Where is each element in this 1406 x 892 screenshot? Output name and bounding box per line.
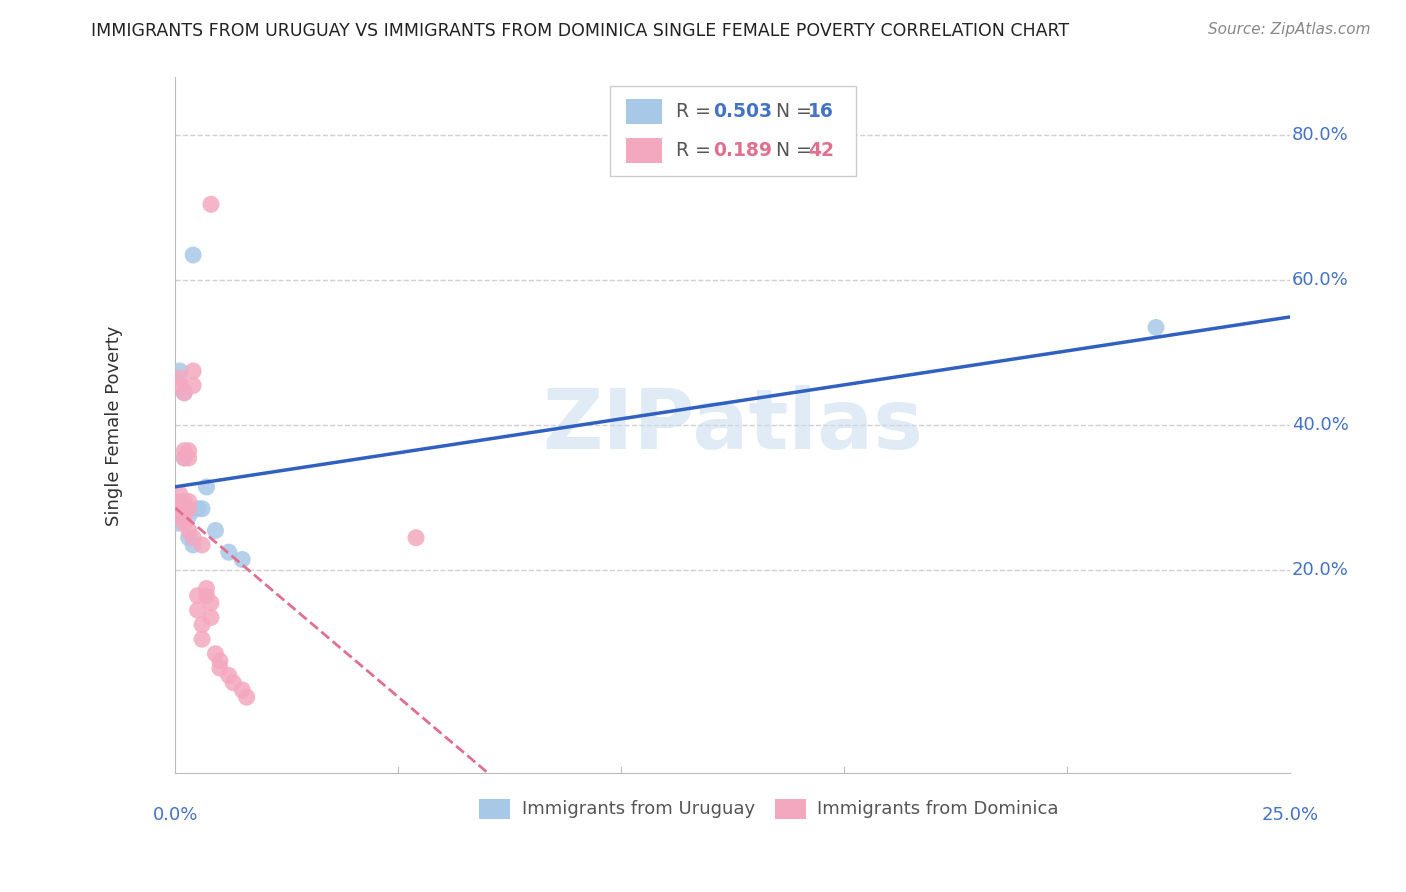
Point xyxy=(208,661,231,675)
Text: N =: N = xyxy=(765,141,818,160)
Point xyxy=(1144,320,1167,334)
Text: ZIPatlas: ZIPatlas xyxy=(543,384,924,466)
Point xyxy=(231,552,253,566)
Text: 80.0%: 80.0% xyxy=(1292,127,1348,145)
Point xyxy=(173,501,195,516)
Point xyxy=(177,531,200,545)
Point xyxy=(195,582,218,596)
Point xyxy=(200,610,222,624)
Point xyxy=(177,501,200,516)
Point xyxy=(169,508,191,523)
Point xyxy=(191,501,214,516)
Point xyxy=(169,508,191,523)
Point xyxy=(181,364,204,378)
Text: Immigrants from Uruguay: Immigrants from Uruguay xyxy=(522,800,755,818)
Point xyxy=(218,668,240,682)
Point xyxy=(173,494,195,508)
Text: IMMIGRANTS FROM URUGUAY VS IMMIGRANTS FROM DOMINICA SINGLE FEMALE POVERTY CORREL: IMMIGRANTS FROM URUGUAY VS IMMIGRANTS FR… xyxy=(91,22,1070,40)
Point xyxy=(191,538,214,552)
Text: 42: 42 xyxy=(808,141,834,160)
Point xyxy=(173,385,195,400)
Text: R =: R = xyxy=(676,102,717,120)
Text: 0.189: 0.189 xyxy=(714,141,772,160)
Point xyxy=(169,508,191,523)
Point xyxy=(181,531,204,545)
Point xyxy=(177,524,200,538)
Point xyxy=(181,248,204,262)
Point xyxy=(177,508,200,523)
Point xyxy=(169,494,191,508)
Point xyxy=(177,450,200,465)
Text: Single Female Poverty: Single Female Poverty xyxy=(105,326,124,525)
Point xyxy=(173,508,195,523)
Point xyxy=(169,364,191,378)
Point xyxy=(165,501,187,516)
Point xyxy=(235,690,257,705)
Text: 0.503: 0.503 xyxy=(714,102,773,120)
Point xyxy=(195,589,218,603)
Point xyxy=(173,450,195,465)
Point xyxy=(200,197,222,211)
Point xyxy=(173,385,195,400)
Point xyxy=(405,531,427,545)
Text: 16: 16 xyxy=(808,102,834,120)
Text: 0.0%: 0.0% xyxy=(153,805,198,824)
Point xyxy=(191,617,214,632)
Point xyxy=(169,501,191,516)
Point xyxy=(231,682,253,697)
Point xyxy=(208,654,231,668)
Text: R =: R = xyxy=(676,141,723,160)
Point xyxy=(169,487,191,501)
Point xyxy=(187,603,209,617)
Point xyxy=(187,501,209,516)
Point xyxy=(166,516,188,531)
Point xyxy=(181,538,204,552)
Point xyxy=(169,378,191,392)
Text: Source: ZipAtlas.com: Source: ZipAtlas.com xyxy=(1208,22,1371,37)
Point xyxy=(200,596,222,610)
Text: 60.0%: 60.0% xyxy=(1292,271,1348,289)
Point xyxy=(177,443,200,458)
Point xyxy=(181,378,204,392)
Point xyxy=(173,516,195,531)
Text: N =: N = xyxy=(765,102,818,120)
Point xyxy=(191,632,214,647)
Point xyxy=(187,589,209,603)
Point xyxy=(204,524,226,538)
Text: Immigrants from Dominica: Immigrants from Dominica xyxy=(817,800,1059,818)
Point xyxy=(195,480,218,494)
Point xyxy=(165,494,187,508)
Point xyxy=(173,450,195,465)
Text: 20.0%: 20.0% xyxy=(1292,561,1348,579)
Text: 40.0%: 40.0% xyxy=(1292,417,1348,434)
Point xyxy=(169,371,191,385)
Point xyxy=(222,675,245,690)
Point xyxy=(218,545,240,559)
Point xyxy=(173,443,195,458)
Point xyxy=(177,494,200,508)
Text: 25.0%: 25.0% xyxy=(1261,805,1319,824)
Point xyxy=(204,647,226,661)
